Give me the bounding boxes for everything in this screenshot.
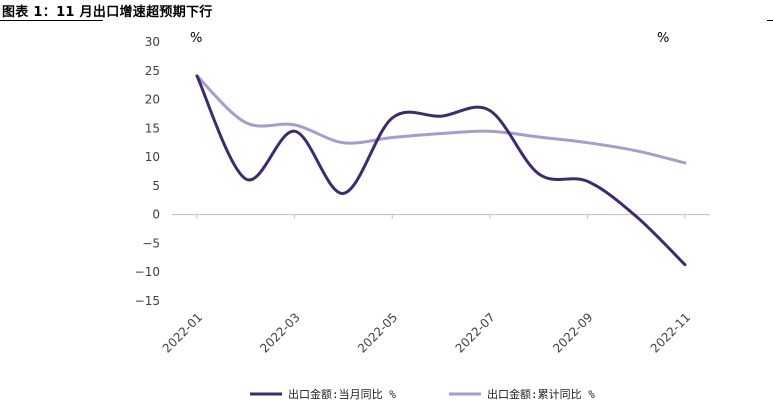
series-layer: [195, 74, 687, 267]
legend-label: 出口金额:累计同比 %: [487, 387, 595, 401]
y-tick: 15: [145, 121, 160, 135]
unit-label-left: %: [190, 31, 202, 46]
y-tick: 25: [145, 64, 160, 78]
x-tick-label: 2022-01: [160, 310, 205, 355]
x-tick-label: 2022-07: [453, 310, 498, 355]
y-tick: 0: [152, 208, 160, 222]
series-line-monthly-yoy: [195, 74, 687, 267]
y-tick-label: 5: [152, 179, 160, 193]
y-tick-label: 30: [145, 35, 160, 49]
y-tick: −15: [135, 294, 160, 308]
y-tick-label: −5: [142, 236, 160, 250]
y-axis: 30 25 20 15 10 5 0 −5 −10 −15: [135, 35, 160, 308]
y-tick: 30: [145, 35, 160, 49]
y-tick: −10: [135, 265, 160, 279]
y-tick-label: 20: [145, 93, 160, 107]
y-tick-label: 0: [152, 208, 160, 222]
y-tick: 10: [145, 150, 160, 164]
unit-label-right: %: [657, 31, 669, 46]
x-tick-label: 2022-11: [648, 310, 693, 355]
legend-item: 出口金额:累计同比 %: [449, 387, 595, 401]
y-tick-label: −15: [135, 294, 160, 308]
y-tick-label: −10: [135, 265, 160, 279]
y-tick: 5: [152, 179, 160, 193]
x-axis: 2022-01 2022-03 2022-05 2022-07 2022-09 2022-…: [160, 214, 693, 356]
y-tick-label: 10: [145, 150, 160, 164]
title-underline: [0, 20, 103, 21]
figure-header: 图表 1：11 月出口增速超预期下行: [0, 0, 773, 22]
x-tick-label: 2022-05: [355, 310, 400, 355]
title-right-mark: [767, 20, 773, 21]
x-tick-label: 2022-03: [257, 310, 302, 355]
legend-label: 出口金额:当月同比 %: [288, 387, 396, 401]
y-tick: 20: [145, 93, 160, 107]
figure-title: 图表 1：11 月出口增速超预期下行: [2, 5, 213, 20]
y-tick: −5: [142, 236, 160, 250]
y-tick-label: 25: [145, 64, 160, 78]
series-line-cumulative-yoy: [195, 74, 687, 165]
legend: 出口金额:当月同比 % 出口金额:累计同比 %: [250, 387, 595, 401]
x-tick-label: 2022-09: [550, 310, 595, 355]
y-tick-label: 15: [145, 121, 160, 135]
legend-item: 出口金额:当月同比 %: [250, 387, 396, 401]
